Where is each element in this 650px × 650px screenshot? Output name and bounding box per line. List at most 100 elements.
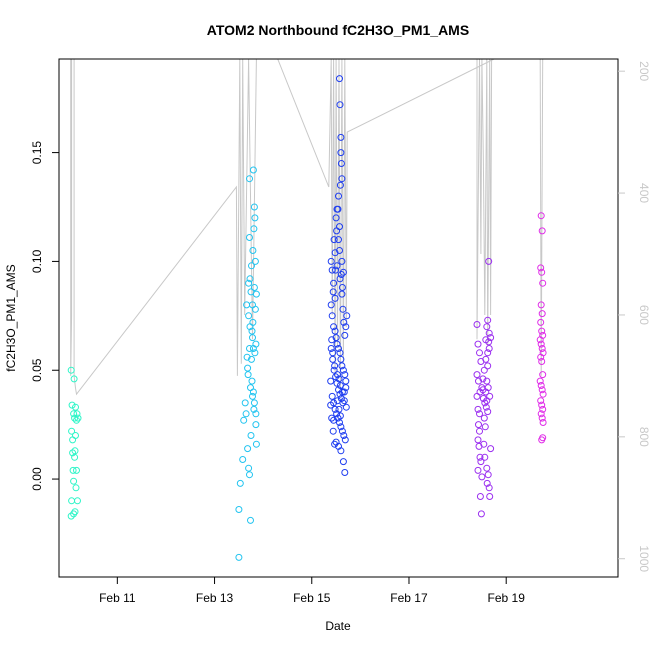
data-point [537, 264, 545, 272]
data-point [245, 312, 253, 320]
data-point [474, 405, 482, 413]
data-point [341, 331, 349, 339]
data-point [483, 397, 491, 405]
right-tick-label: 600 [637, 305, 650, 325]
data-point [336, 247, 343, 254]
data-point [338, 427, 346, 435]
data-point [335, 192, 342, 200]
data-point [337, 160, 345, 167]
x-tick-label: Feb 11 [99, 591, 136, 605]
data-point [477, 510, 485, 518]
data-point [539, 419, 547, 426]
data-point [241, 399, 249, 407]
data-point [71, 508, 79, 516]
data-point [331, 294, 339, 302]
data-point [330, 236, 338, 244]
x-tick-label: Feb 15 [293, 591, 331, 605]
data-point [330, 279, 338, 287]
y-tick-label: 0.10 [30, 249, 44, 273]
data-point [538, 327, 546, 335]
data-point [477, 458, 485, 466]
data-point [336, 181, 344, 189]
data-point [68, 497, 76, 505]
series-4 [473, 257, 495, 518]
data-point [236, 479, 244, 487]
data-point [476, 349, 483, 357]
data-point [335, 236, 342, 244]
y-tick-label: 0.05 [30, 358, 44, 382]
data-point [335, 386, 342, 394]
data-point [330, 323, 338, 331]
data-point [72, 403, 79, 411]
data-point [341, 436, 349, 444]
data-point [538, 345, 546, 352]
data-point [331, 440, 339, 448]
data-point [539, 390, 547, 398]
data-point [537, 340, 545, 348]
data-point [334, 205, 342, 213]
data-point [481, 399, 489, 407]
data-point [327, 301, 335, 309]
data-point [474, 436, 482, 444]
data-point [249, 392, 256, 400]
data-point [335, 375, 343, 383]
data-point [538, 227, 546, 235]
data-point [249, 247, 257, 254]
data-point [336, 275, 344, 283]
data-point [331, 327, 339, 335]
data-point [340, 388, 348, 396]
data-point [340, 432, 348, 439]
data-point [250, 399, 258, 407]
data-point [338, 257, 346, 265]
data-point [239, 456, 247, 463]
data-point [536, 377, 544, 385]
data-point [484, 349, 492, 357]
data-point [473, 371, 481, 379]
right-tick-label: 1000 [637, 545, 650, 572]
data-point [242, 410, 250, 418]
data-point [70, 410, 78, 418]
right-tick-label: 400 [637, 183, 650, 203]
data-point [244, 364, 252, 372]
data-point [246, 471, 253, 479]
data-point [250, 225, 258, 233]
data-point [480, 414, 488, 422]
data-point [482, 403, 490, 411]
axes-layer: Feb 11 Feb 13 Feb 15 Feb 17 Feb 19 0.00 0.05 0.… [30, 58, 650, 605]
data-point [69, 466, 77, 474]
data-point [538, 358, 546, 365]
data-point [71, 453, 79, 461]
data-point [67, 512, 75, 520]
data-point [537, 212, 545, 220]
x-tick-label: Feb 13 [196, 591, 234, 605]
data-point [340, 318, 348, 326]
data-point [537, 410, 545, 418]
data-point [328, 312, 336, 320]
data-point [339, 458, 347, 466]
data-point [478, 473, 486, 481]
data-point [250, 405, 258, 413]
data-point [339, 268, 347, 276]
data-point [485, 345, 493, 352]
data-point [537, 397, 545, 405]
altitude-trace-layer [70, 59, 544, 396]
data-point [484, 362, 492, 370]
data-point [330, 366, 338, 374]
data-point [334, 397, 341, 405]
x-tick-label: Feb 17 [390, 591, 428, 605]
data-point [249, 318, 257, 326]
data-point [252, 440, 260, 448]
data-point [337, 133, 345, 141]
data-point [73, 466, 80, 474]
data-point [539, 279, 547, 287]
data-point [67, 366, 75, 374]
data-point [327, 345, 335, 352]
data-point [476, 493, 484, 500]
data-point [476, 453, 484, 461]
data-point [333, 227, 341, 235]
data-point [485, 329, 493, 337]
data-point [334, 371, 341, 379]
data-point [250, 203, 258, 211]
data-point [328, 392, 336, 400]
